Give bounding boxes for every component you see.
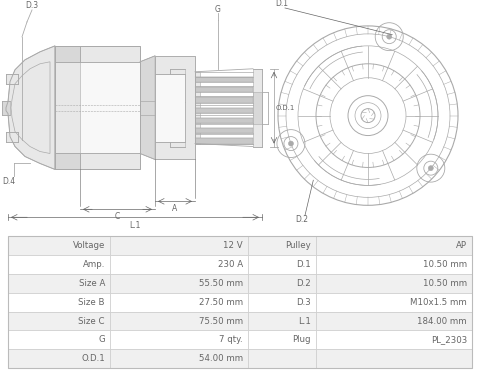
Polygon shape	[6, 132, 18, 141]
Bar	[110, 255, 248, 274]
Bar	[8, 312, 110, 331]
Bar	[8, 331, 110, 349]
Polygon shape	[195, 118, 253, 123]
Text: D.4: D.4	[2, 177, 15, 186]
Polygon shape	[55, 46, 140, 170]
Text: 10.50 mm: 10.50 mm	[423, 279, 467, 288]
Bar	[110, 236, 248, 255]
Bar	[110, 312, 248, 331]
Polygon shape	[140, 56, 155, 159]
Polygon shape	[6, 46, 55, 170]
Circle shape	[428, 166, 433, 171]
Polygon shape	[195, 128, 253, 133]
Text: M10x1.5 mm: M10x1.5 mm	[410, 298, 467, 307]
Bar	[316, 274, 472, 293]
Polygon shape	[195, 77, 253, 82]
Polygon shape	[170, 69, 185, 74]
Bar	[248, 312, 316, 331]
Text: 10.50 mm: 10.50 mm	[423, 260, 467, 269]
Text: Plug: Plug	[292, 335, 311, 344]
Bar	[248, 236, 316, 255]
Bar	[248, 349, 316, 368]
Text: Amp.: Amp.	[83, 260, 105, 269]
Polygon shape	[80, 62, 140, 153]
Text: D.1: D.1	[275, 0, 288, 9]
Text: 184.00 mm: 184.00 mm	[418, 317, 467, 326]
Polygon shape	[195, 108, 253, 113]
Text: PL_2303: PL_2303	[431, 335, 467, 344]
Text: Size B: Size B	[79, 298, 105, 307]
Polygon shape	[170, 141, 185, 147]
Bar	[8, 236, 110, 255]
Text: G: G	[215, 6, 221, 14]
Text: 230 A: 230 A	[218, 260, 243, 269]
Text: D.3: D.3	[25, 2, 38, 11]
Text: 27.50 mm: 27.50 mm	[199, 298, 243, 307]
Bar	[316, 331, 472, 349]
Text: Size C: Size C	[79, 317, 105, 326]
Text: 54.00 mm: 54.00 mm	[199, 354, 243, 363]
Polygon shape	[155, 74, 185, 141]
Bar	[8, 274, 110, 293]
Bar	[8, 236, 472, 368]
Text: L.1: L.1	[129, 221, 141, 230]
Polygon shape	[253, 69, 262, 147]
Bar	[248, 331, 316, 349]
Bar	[248, 255, 316, 274]
Text: G: G	[98, 335, 105, 344]
Polygon shape	[253, 92, 262, 124]
Polygon shape	[195, 72, 200, 144]
Text: D.1: D.1	[296, 260, 311, 269]
Bar	[248, 274, 316, 293]
Bar	[316, 293, 472, 312]
Text: C: C	[114, 212, 120, 221]
Bar	[316, 236, 472, 255]
Bar	[110, 293, 248, 312]
Text: 55.50 mm: 55.50 mm	[199, 279, 243, 288]
Bar	[316, 349, 472, 368]
Bar	[110, 274, 248, 293]
Bar	[316, 312, 472, 331]
Text: 75.50 mm: 75.50 mm	[199, 317, 243, 326]
Bar	[110, 331, 248, 349]
Bar	[8, 293, 110, 312]
Circle shape	[387, 34, 392, 39]
Circle shape	[288, 141, 293, 146]
Text: D.2: D.2	[295, 215, 308, 224]
Text: 7 qty.: 7 qty.	[219, 335, 243, 344]
Text: O.D.1: O.D.1	[81, 354, 105, 363]
Text: D.3: D.3	[296, 298, 311, 307]
Bar	[8, 255, 110, 274]
Text: 12 V: 12 V	[223, 241, 243, 250]
Text: D.2: D.2	[296, 279, 311, 288]
Polygon shape	[195, 138, 253, 144]
Polygon shape	[6, 74, 18, 84]
Text: Size A: Size A	[79, 279, 105, 288]
Bar	[248, 293, 316, 312]
Polygon shape	[55, 46, 80, 62]
Polygon shape	[55, 153, 80, 170]
Text: L.1: L.1	[298, 317, 311, 326]
Polygon shape	[195, 97, 253, 103]
Text: Voltage: Voltage	[72, 241, 105, 250]
Polygon shape	[155, 56, 195, 159]
Text: O.D.1: O.D.1	[276, 105, 295, 111]
Polygon shape	[195, 87, 253, 92]
Bar	[316, 255, 472, 274]
Bar	[110, 349, 248, 368]
Polygon shape	[2, 101, 10, 115]
Bar	[8, 349, 110, 368]
Text: Pulley: Pulley	[285, 241, 311, 250]
Text: AP: AP	[456, 241, 467, 250]
Text: A: A	[172, 204, 178, 213]
